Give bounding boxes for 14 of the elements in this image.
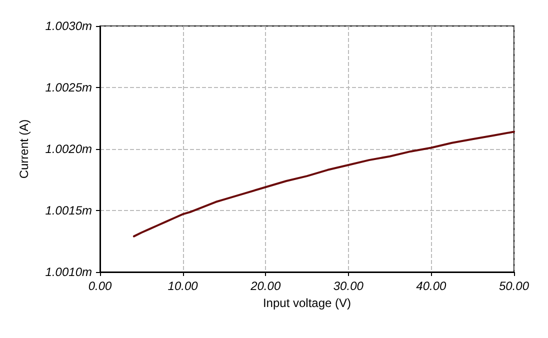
y-axis-title: Current (A)	[17, 119, 31, 179]
y-tick-label: 1.0010m	[45, 265, 92, 279]
x-tick-label: 40.00	[416, 279, 447, 293]
y-tick-label: 1.0030m	[45, 19, 92, 33]
line-series	[132, 130, 515, 238]
x-tick-label: 10.00	[168, 279, 198, 293]
x-axis-title: Input voltage (V)	[262, 296, 352, 310]
y-tick-label: 1.0025m	[45, 80, 92, 94]
x-tick-label: 30.00	[333, 279, 364, 293]
x-tick-label: 0.00	[88, 279, 112, 293]
y-tick-label: 1.0020m	[45, 142, 92, 156]
x-tick-label: 20.00	[250, 279, 281, 293]
x-tick-label: 50.00	[498, 279, 530, 293]
y-tick-label: 1.0015m	[45, 204, 92, 218]
